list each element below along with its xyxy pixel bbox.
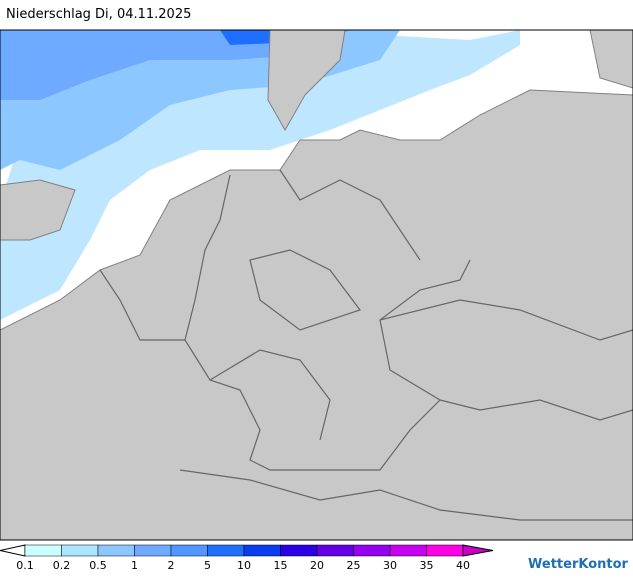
- map-title: Niederschlag Di, 04.11.2025: [6, 7, 191, 22]
- legend-label: 5: [204, 559, 211, 572]
- legend-swatch: [207, 544, 245, 557]
- legend-label: 1: [131, 559, 138, 572]
- map-frame: [0, 29, 633, 541]
- land-continent: [0, 89, 633, 541]
- legend-label: 0.5: [89, 559, 107, 572]
- legend-swatch: [353, 544, 391, 557]
- legend-label: 2: [168, 559, 175, 572]
- legend-label: 0.2: [53, 559, 71, 572]
- legend-swatch: [316, 544, 354, 557]
- legend-label: 0.1: [16, 559, 34, 572]
- legend-label: 20: [310, 559, 324, 572]
- legend-swatch: [170, 544, 208, 557]
- legend-arrow-low: [0, 544, 26, 557]
- borders: [99, 169, 633, 521]
- legend-arrow-high: [462, 544, 494, 557]
- legend-label: 35: [420, 559, 434, 572]
- legend-swatch: [389, 544, 427, 557]
- legend-swatch: [426, 544, 464, 557]
- legend-swatch: [24, 544, 62, 557]
- legend: 0.1 0.2 0.5 1 2 5 10 15 20 25 30 35 40: [0, 544, 494, 572]
- legend-label: 25: [347, 559, 361, 572]
- legend-swatch: [280, 544, 318, 557]
- legend-swatch: [134, 544, 172, 557]
- precip-strong: [0, 30, 350, 100]
- legend-label: 40: [456, 559, 470, 572]
- legend-label: 10: [237, 559, 251, 572]
- legend-label: 15: [274, 559, 288, 572]
- legend-label: 30: [383, 559, 397, 572]
- legend-swatch: [61, 544, 99, 557]
- brand-logo: WetterKontor: [528, 557, 629, 572]
- legend-swatch: [243, 544, 281, 557]
- land-uk: [0, 179, 76, 241]
- map: [0, 29, 633, 541]
- legend-swatch: [97, 544, 135, 557]
